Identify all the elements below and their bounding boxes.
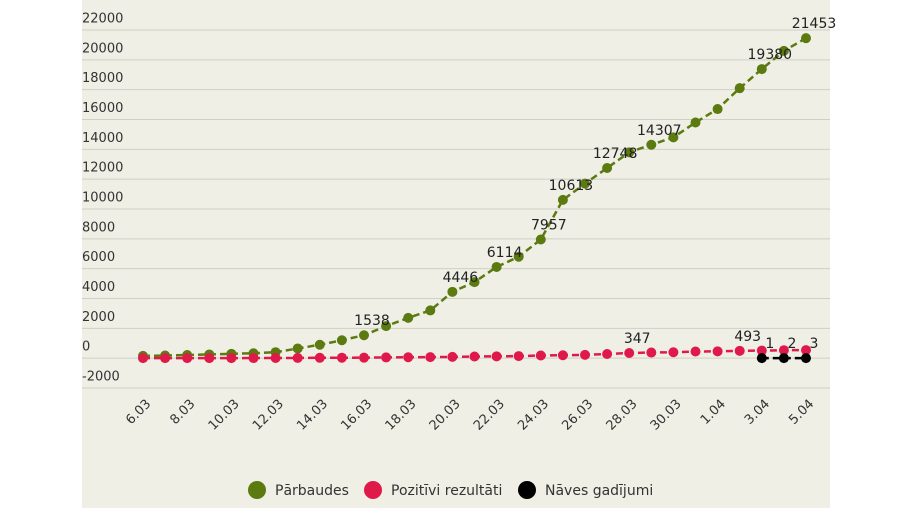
data-point (668, 347, 679, 358)
data-point (403, 312, 414, 323)
legend-marker (518, 481, 536, 499)
data-label: 19380 (748, 47, 793, 63)
data-label: 2 (787, 336, 796, 352)
data-point (513, 251, 524, 262)
data-point (381, 352, 392, 363)
data-point (557, 350, 568, 361)
data-point (580, 178, 590, 189)
data-point (292, 352, 303, 363)
legend-label: Pārbaudes (275, 483, 349, 499)
data-point (425, 352, 436, 363)
data-point (447, 351, 458, 362)
data-point (491, 351, 502, 362)
data-point (778, 345, 789, 356)
data-point (624, 347, 635, 358)
data-point (447, 286, 458, 297)
data-point (359, 330, 369, 341)
data-point (756, 353, 767, 364)
data-point (801, 345, 811, 356)
data-point (381, 321, 392, 332)
y-tick-label: 0 (82, 340, 90, 355)
data-label: 7957 (531, 217, 567, 233)
y-tick-label: 6000 (82, 250, 115, 265)
data-label: 14307 (637, 123, 682, 139)
data-label: 6114 (487, 245, 523, 261)
data-point (226, 353, 237, 364)
data-point (557, 194, 568, 205)
data-point (182, 353, 193, 364)
data-point (469, 351, 480, 362)
data-point (535, 350, 546, 361)
data-label: 21453 (792, 16, 837, 32)
data-point (248, 353, 259, 364)
data-point (756, 345, 767, 356)
data-label: 1 (765, 336, 774, 352)
legend-marker (364, 481, 382, 499)
data-label: 493 (734, 329, 761, 345)
data-point (359, 352, 369, 363)
data-point (270, 353, 281, 364)
data-point (336, 335, 347, 346)
data-point (292, 343, 303, 354)
y-tick-label: 4000 (82, 280, 115, 295)
data-point (801, 353, 811, 364)
data-point (778, 353, 789, 364)
data-point (624, 147, 635, 158)
data-point (138, 353, 148, 364)
data-point (403, 352, 414, 363)
y-tick-label: 22000 (82, 12, 123, 27)
data-point (513, 351, 524, 362)
plot-background (82, 0, 830, 508)
data-label: 12748 (593, 146, 638, 162)
data-label: 347 (624, 331, 651, 347)
data-point (668, 132, 679, 143)
data-label: 10613 (549, 178, 594, 194)
legend-label: Pozitīvi rezultāti (391, 483, 502, 499)
data-point (491, 261, 502, 272)
data-point (602, 348, 613, 359)
data-point (314, 352, 325, 363)
data-point (469, 277, 480, 288)
data-point (712, 104, 723, 115)
data-point (734, 345, 745, 356)
y-tick-label: 20000 (82, 41, 123, 56)
data-point (602, 163, 613, 174)
y-tick-label: 8000 (82, 220, 115, 235)
data-label: 4446 (443, 270, 479, 286)
data-point (425, 305, 436, 316)
data-label: 3 (810, 336, 819, 352)
data-point (756, 64, 767, 75)
y-tick-label: 10000 (82, 191, 123, 206)
data-point (314, 339, 325, 350)
legend-label: Nāves gadījumi (545, 483, 653, 499)
y-tick-label: 12000 (82, 161, 123, 176)
data-label: 1538 (354, 313, 390, 329)
data-point (690, 346, 701, 357)
y-tick-label: -2000 (82, 370, 120, 385)
data-point (580, 349, 590, 360)
data-point (535, 234, 546, 245)
data-point (690, 117, 701, 128)
legend-marker (248, 481, 266, 499)
data-point (336, 352, 347, 363)
data-point (734, 83, 745, 94)
data-point (801, 33, 811, 44)
y-tick-label: 18000 (82, 71, 123, 86)
data-point (778, 45, 789, 56)
y-tick-label: 2000 (82, 310, 115, 325)
data-point (646, 139, 657, 150)
data-point (712, 346, 723, 357)
y-tick-label: 16000 (82, 101, 123, 116)
data-point (204, 353, 215, 364)
data-point (160, 353, 171, 364)
y-tick-label: 14000 (82, 131, 123, 146)
data-point (646, 347, 657, 358)
